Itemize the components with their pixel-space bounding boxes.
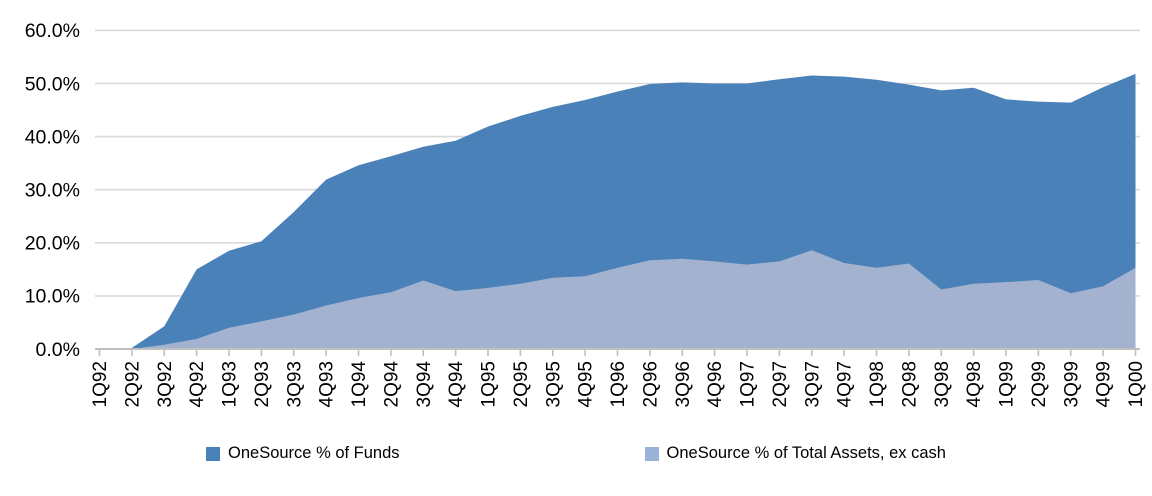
x-axis-label: 2Q95: [511, 361, 532, 407]
x-axis-label: 1Q97: [738, 361, 759, 407]
assets-legend-label: OneSource % of Total Assets, ex cash: [666, 444, 946, 462]
y-axis-label: 60.0%: [25, 20, 80, 42]
x-axis-label: 1Q95: [479, 361, 500, 407]
x-axis-label: 4Q97: [835, 361, 856, 407]
x-axis-label: 1Q93: [220, 361, 241, 407]
x-axis-label: 3Q92: [155, 361, 176, 407]
x-axis-label: 3Q98: [932, 361, 953, 407]
x-axis-label: 4Q93: [317, 361, 338, 407]
funds-legend-label: OneSource % of Funds: [228, 444, 400, 462]
x-axis-label: 1Q94: [349, 361, 370, 408]
x-axis-label: 2Q94: [381, 361, 402, 408]
y-axis-label: 20.0%: [25, 233, 80, 255]
x-axis-label: 3Q99: [1061, 361, 1082, 407]
x-axis-label: 2Q92: [122, 361, 143, 407]
assets-area-series: [99, 250, 1136, 349]
x-axis-label: 2Q98: [899, 361, 920, 407]
x-axis-label: 4Q99: [1094, 361, 1115, 407]
x-axis-label: 1Q92: [90, 361, 111, 407]
x-axis-label: 4Q92: [187, 361, 208, 407]
x-axis-label: 3Q93: [284, 361, 305, 407]
y-axis-label: 50.0%: [25, 73, 80, 95]
x-axis-label: 3Q95: [543, 361, 564, 407]
x-axis-label: 2Q93: [252, 361, 273, 407]
x-axis-label: 4Q98: [964, 361, 985, 407]
y-axis-label: 40.0%: [25, 126, 80, 148]
x-axis-label: 3Q97: [802, 361, 823, 407]
chart-legend: OneSource % of Funds OneSource % of Tota…: [0, 444, 1152, 463]
plot-area: 0.0% 10.0% 20.0% 30.0% 40.0% 50.0% 60.0% 1Q92 2Q…: [25, 20, 1147, 408]
x-axis-label: 4Q95: [576, 361, 597, 407]
y-axis-label: 30.0%: [25, 180, 80, 202]
x-axis-label: 2Q97: [770, 361, 791, 407]
x-axis-label: 4Q96: [705, 361, 726, 407]
x-axis-label: 1Q98: [867, 361, 888, 407]
y-axis-label: 0.0%: [36, 339, 80, 361]
y-axis-label: 10.0%: [25, 286, 80, 308]
x-axis-label: 4Q94: [446, 361, 467, 408]
x-axis-label: 2Q99: [1029, 361, 1050, 407]
x-axis-label: 3Q94: [414, 361, 435, 408]
x-axis-label: 3Q96: [673, 361, 694, 407]
x-axis-label: 1Q96: [608, 361, 629, 407]
legend-item-funds: OneSource % of Funds: [206, 444, 400, 463]
funds-legend-swatch: [206, 446, 221, 461]
x-axis-label: 1Q99: [997, 361, 1018, 407]
legend-item-assets: OneSource % of Total Assets, ex cash: [644, 444, 946, 463]
assets-legend-swatch: [644, 446, 659, 461]
x-axis-label: 2Q96: [640, 361, 661, 407]
x-axis-label: 1Q00: [1126, 361, 1147, 407]
